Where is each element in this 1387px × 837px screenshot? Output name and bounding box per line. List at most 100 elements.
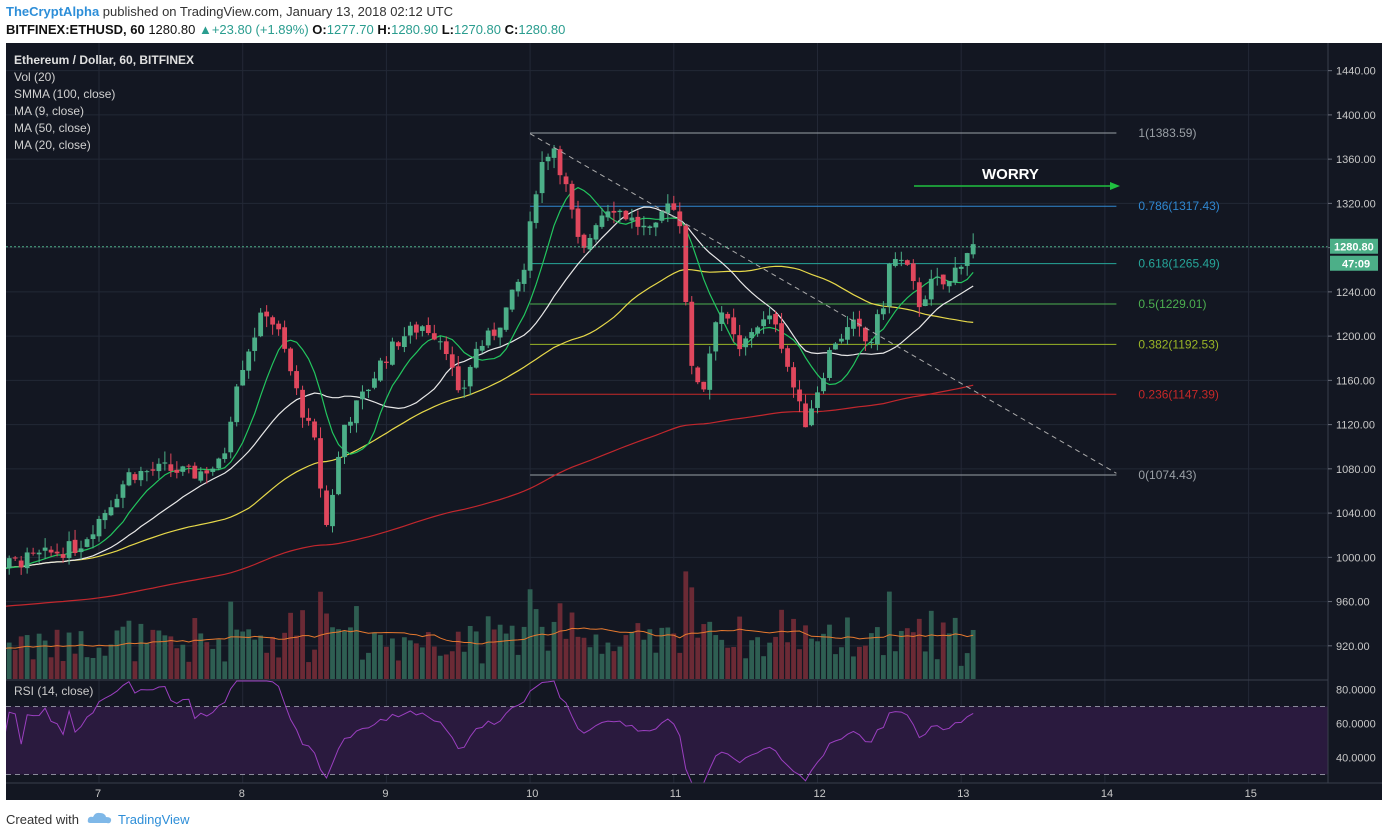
- candle-body: [647, 226, 653, 228]
- candle-body: [425, 325, 431, 333]
- author-link[interactable]: TheCryptAlpha: [6, 4, 100, 19]
- fibonacci-levels[interactable]: 1(1383.59) 0.786(1317.43) 0.618(1265.49) 0.…: [530, 126, 1220, 482]
- chart-header: TheCryptAlpha published on TradingView.c…: [0, 0, 1387, 42]
- volume-bar: [485, 616, 491, 679]
- candle-body: [66, 541, 72, 559]
- candle-body: [958, 266, 964, 269]
- volume-bar: [539, 626, 545, 679]
- open-label: O:: [312, 22, 327, 37]
- volume-bar: [114, 630, 120, 679]
- price-chart[interactable]: 1(1383.59) 0.786(1317.43) 0.618(1265.49) 0.…: [0, 43, 1382, 800]
- candle-body: [407, 325, 413, 336]
- candle-body: [749, 332, 755, 339]
- candle-body: [605, 211, 611, 218]
- last-price: 1280.80: [148, 22, 196, 37]
- volume-bar: [378, 634, 383, 679]
- candle-body: [449, 354, 455, 368]
- candle-body: [270, 317, 276, 325]
- volume-bar: [874, 627, 880, 679]
- volume-bar: [168, 636, 174, 679]
- volume-bar: [946, 633, 952, 679]
- volume-bar: [198, 633, 204, 679]
- candle-body: [252, 337, 258, 351]
- volume-bar: [509, 625, 515, 679]
- volume-bar: [401, 637, 407, 679]
- candle-body: [940, 274, 946, 285]
- volume-bar: [491, 629, 497, 679]
- rsi-tick-label: 60.0000: [1336, 719, 1376, 731]
- candle-body: [803, 403, 808, 428]
- candle-body: [198, 471, 204, 481]
- price-tick-label: 920.00: [1336, 641, 1370, 653]
- volume-bar: [407, 640, 413, 679]
- candle-body: [210, 468, 216, 472]
- volume-bar: [66, 632, 72, 679]
- candle-body: [384, 361, 389, 363]
- volume-bar: [821, 633, 826, 679]
- volume-bar: [210, 648, 216, 679]
- volume-bar: [916, 618, 922, 679]
- candle-body: [539, 162, 545, 194]
- time-tick-label: 10: [526, 788, 538, 800]
- time-tick-label: 13: [957, 788, 969, 800]
- candle-body: [156, 463, 162, 472]
- volume-bar: [521, 626, 527, 679]
- candle-body: [683, 225, 689, 302]
- trendline[interactable]: [6, 133, 1328, 474]
- candle-body: [443, 341, 449, 355]
- rsi-tick-label: 40.0000: [1336, 753, 1376, 765]
- candle-body: [419, 326, 425, 331]
- volume-bar: [647, 629, 653, 679]
- rsi-line: [0, 680, 974, 784]
- candle-body: [30, 552, 36, 554]
- candle-body: [815, 392, 820, 408]
- candle-body: [473, 348, 479, 368]
- fib-label-0.5: 0.5(1229.01): [1138, 297, 1206, 311]
- volume-bar: [60, 661, 66, 679]
- volume-bar: [868, 633, 874, 679]
- candle-body: [132, 474, 138, 480]
- volume-bar: [845, 617, 850, 679]
- publish-info: published on TradingView.com, January 13…: [102, 4, 454, 19]
- volume-bar: [126, 620, 132, 679]
- ma-50-line: [0, 265, 974, 570]
- candle-body: [791, 367, 796, 388]
- candle-body: [827, 349, 832, 378]
- candle-body: [563, 176, 569, 185]
- volume-bar: [258, 635, 264, 679]
- candle-body: [240, 369, 246, 386]
- volume-bar: [312, 649, 317, 679]
- candle-body: [551, 148, 557, 158]
- candle-body: [192, 465, 198, 479]
- candle-body: [479, 345, 485, 351]
- candle-body: [653, 222, 659, 228]
- volume-bar: [395, 660, 401, 679]
- volume-bar: [755, 637, 761, 679]
- volume-bar: [503, 633, 509, 679]
- volume-bar: [324, 613, 329, 679]
- tradingview-link[interactable]: TradingView: [118, 812, 190, 827]
- volume-bar: [12, 650, 18, 679]
- candle-body: [833, 343, 838, 350]
- candle-body: [354, 400, 359, 424]
- volume-bar: [102, 655, 108, 679]
- candle-body: [545, 156, 551, 162]
- volume-bar: [713, 635, 719, 679]
- candle-body: [348, 421, 353, 426]
- volume-bar: [18, 636, 24, 679]
- volume-bar: [48, 657, 54, 679]
- volume-bar: [964, 653, 970, 679]
- candle-body: [162, 462, 168, 464]
- close-value: 1280.80: [518, 22, 566, 37]
- annotations[interactable]: WORRY: [914, 166, 1120, 190]
- candle-body: [389, 341, 395, 365]
- candle-body: [72, 539, 78, 553]
- chart-canvas[interactable]: 1(1383.59) 0.786(1317.43) 0.618(1265.49) 0.…: [0, 43, 1382, 800]
- time-tick-label: 12: [814, 788, 826, 800]
- volume-bar: [42, 640, 48, 679]
- volume-bar: [773, 636, 778, 679]
- candle-body: [108, 507, 114, 516]
- volume-bar: [138, 623, 144, 679]
- volume-bar: [389, 638, 395, 679]
- volume-bar: [425, 632, 431, 679]
